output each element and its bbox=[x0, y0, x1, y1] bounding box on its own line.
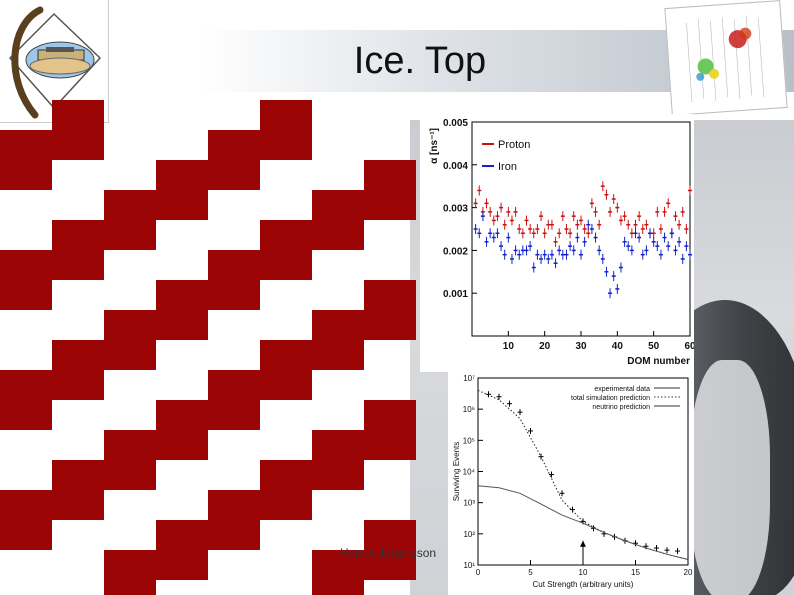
y-tick-label: 0.002 bbox=[443, 246, 468, 257]
legend-label: total simulation prediction bbox=[571, 395, 650, 402]
pattern-block bbox=[364, 280, 416, 340]
y-tick-label: 10³ bbox=[463, 499, 475, 508]
pattern-block bbox=[364, 160, 416, 220]
title-band bbox=[0, 30, 794, 92]
pattern-block bbox=[208, 250, 260, 310]
pattern-block bbox=[208, 130, 260, 190]
pattern-block bbox=[0, 250, 52, 310]
surviving-events-chart-panel: 10¹ 10² 10³ 10⁴ 10⁵ 10⁶ 10⁷ 0 5 10 15 20 Cut Strengt… bbox=[448, 370, 694, 595]
pattern-block bbox=[260, 100, 312, 160]
pattern-block bbox=[104, 550, 156, 595]
pattern-block bbox=[0, 370, 52, 430]
author-name: Henrik Johansson bbox=[340, 546, 437, 560]
pattern-block bbox=[260, 460, 312, 520]
y-tick-label: 10² bbox=[463, 530, 475, 539]
x-tick-label: 5 bbox=[528, 568, 533, 577]
legend-label: Proton bbox=[498, 139, 530, 151]
pattern-block bbox=[52, 460, 104, 520]
cut-arrow-head bbox=[580, 540, 586, 547]
y-tick-label: 0.003 bbox=[443, 204, 468, 215]
y-tick-label: 0.001 bbox=[443, 289, 468, 300]
pattern-block bbox=[156, 160, 208, 220]
y-tick-label: 10⁶ bbox=[463, 405, 475, 414]
penguin-belly bbox=[690, 360, 770, 595]
slide-title: Ice. Top bbox=[353, 40, 487, 82]
y-tick-label: 10¹ bbox=[463, 561, 475, 570]
pattern-block bbox=[260, 340, 312, 400]
pattern-block bbox=[208, 490, 260, 550]
pattern-block bbox=[52, 220, 104, 280]
legend-label: experimental data bbox=[594, 386, 650, 393]
pattern-block bbox=[312, 550, 364, 595]
red-pattern bbox=[0, 100, 416, 595]
pattern-block bbox=[104, 190, 156, 250]
x-tick-label: 15 bbox=[631, 568, 640, 577]
x-tick-label: 30 bbox=[575, 341, 587, 352]
x-tick-label: 10 bbox=[503, 341, 515, 352]
pattern-block bbox=[312, 310, 364, 370]
series-line bbox=[477, 485, 689, 560]
x-tick-label: 40 bbox=[612, 341, 624, 352]
pattern-block bbox=[104, 430, 156, 490]
series-line bbox=[477, 389, 689, 560]
x-axis-label: DOM number bbox=[627, 356, 690, 367]
event-display-image bbox=[664, 0, 788, 116]
pattern-block bbox=[260, 220, 312, 280]
legend-label: neutrino prediction bbox=[592, 404, 650, 411]
x-tick-label: 60 bbox=[684, 341, 694, 352]
event-display-graphic bbox=[686, 15, 765, 103]
y-tick-label: 0.004 bbox=[443, 161, 468, 172]
pattern-block bbox=[52, 100, 104, 160]
alpha-chart: 0.001 0.002 0.003 0.004 0.005 10 20 30 40 50 60 DOM… bbox=[429, 118, 696, 367]
pattern-block bbox=[364, 400, 416, 460]
pattern-block bbox=[312, 190, 364, 250]
y-tick-label: 0.005 bbox=[443, 118, 468, 129]
surviving-events-chart: 10¹ 10² 10³ 10⁴ 10⁵ 10⁶ 10⁷ 0 5 10 15 20 Cut Strengt… bbox=[452, 374, 693, 589]
legend-label: Iron bbox=[498, 161, 517, 173]
y-tick-label: 10⁵ bbox=[463, 436, 475, 445]
x-tick-label: 20 bbox=[684, 568, 693, 577]
y-axis-label: α [ns⁻¹] bbox=[429, 128, 440, 164]
pattern-block bbox=[104, 310, 156, 370]
x-axis-label: Cut Strength (arbitrary units) bbox=[533, 580, 634, 589]
pattern-block bbox=[52, 340, 104, 400]
pattern-block bbox=[156, 520, 208, 580]
x-tick-label: 0 bbox=[476, 568, 481, 577]
pattern-block bbox=[208, 370, 260, 430]
x-tick-label: 50 bbox=[648, 341, 660, 352]
x-tick-label: 10 bbox=[579, 568, 588, 577]
y-axis-label: Surviving Events bbox=[452, 442, 461, 502]
alpha-chart-panel: 0.001 0.002 0.003 0.004 0.005 10 20 30 40 50 60 DOM… bbox=[420, 114, 696, 372]
pattern-block bbox=[364, 520, 416, 580]
pattern-block bbox=[156, 400, 208, 460]
x-tick-label: 20 bbox=[539, 341, 551, 352]
y-tick-label: 10⁴ bbox=[463, 468, 476, 477]
pattern-block bbox=[0, 490, 52, 550]
logo-graphic bbox=[8, 6, 102, 119]
pattern-block bbox=[156, 280, 208, 340]
pattern-block bbox=[0, 130, 52, 190]
pattern-block bbox=[312, 430, 364, 490]
y-tick-label: 10⁷ bbox=[463, 374, 475, 383]
